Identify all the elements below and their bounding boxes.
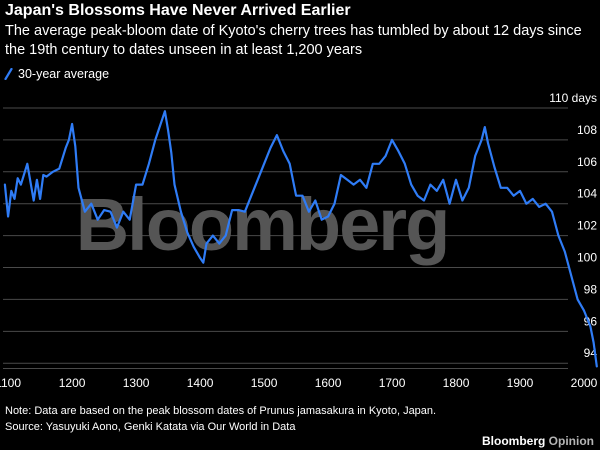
y-top-label: 110 days [549, 91, 597, 105]
legend: 30-year average [4, 67, 109, 81]
x-tick-label: 1800 [443, 376, 470, 390]
x-tick-label: 1700 [379, 376, 406, 390]
legend-line-icon [4, 68, 13, 80]
watermark: Bloomberg [76, 183, 449, 266]
x-tick-label: 2000 [571, 376, 598, 390]
chart-title: Japan's Blossoms Have Never Arrived Earl… [5, 2, 351, 19]
legend-label: 30-year average [18, 67, 110, 81]
x-tick-label: 1100 [0, 376, 21, 390]
y-tick-label: 104 [577, 187, 597, 201]
y-tick-label: 102 [577, 219, 597, 233]
footer-note: Note: Data are based on the peak blossom… [5, 405, 437, 417]
y-tick-label: 100 [577, 251, 597, 265]
series-line-30-year-average [3, 110, 598, 368]
x-tick-label: 1500 [251, 376, 278, 390]
footer-source: Source: Yasuyuki Aono, Genki Katata via … [5, 421, 296, 433]
x-tick-label: 1900 [507, 376, 534, 390]
x-tick-label: 1200 [59, 376, 86, 390]
y-tick-label: 108 [577, 123, 597, 137]
y-tick-label: 98 [584, 282, 598, 296]
y-tick-label: 106 [577, 155, 597, 169]
x-tick-label: 1400 [187, 376, 214, 390]
brand-logo: Bloomberg Opinion [482, 434, 594, 448]
x-tick-label: 1300 [123, 376, 150, 390]
x-tick-label: 1600 [315, 376, 342, 390]
brand-section: Opinion [548, 434, 594, 448]
footer-notes: Note: Data are based on the peak blossom… [5, 403, 436, 435]
brand-name: Bloomberg [481, 434, 546, 448]
chart-subtitle: The average peak-bloom date of Kyoto's c… [5, 23, 582, 58]
